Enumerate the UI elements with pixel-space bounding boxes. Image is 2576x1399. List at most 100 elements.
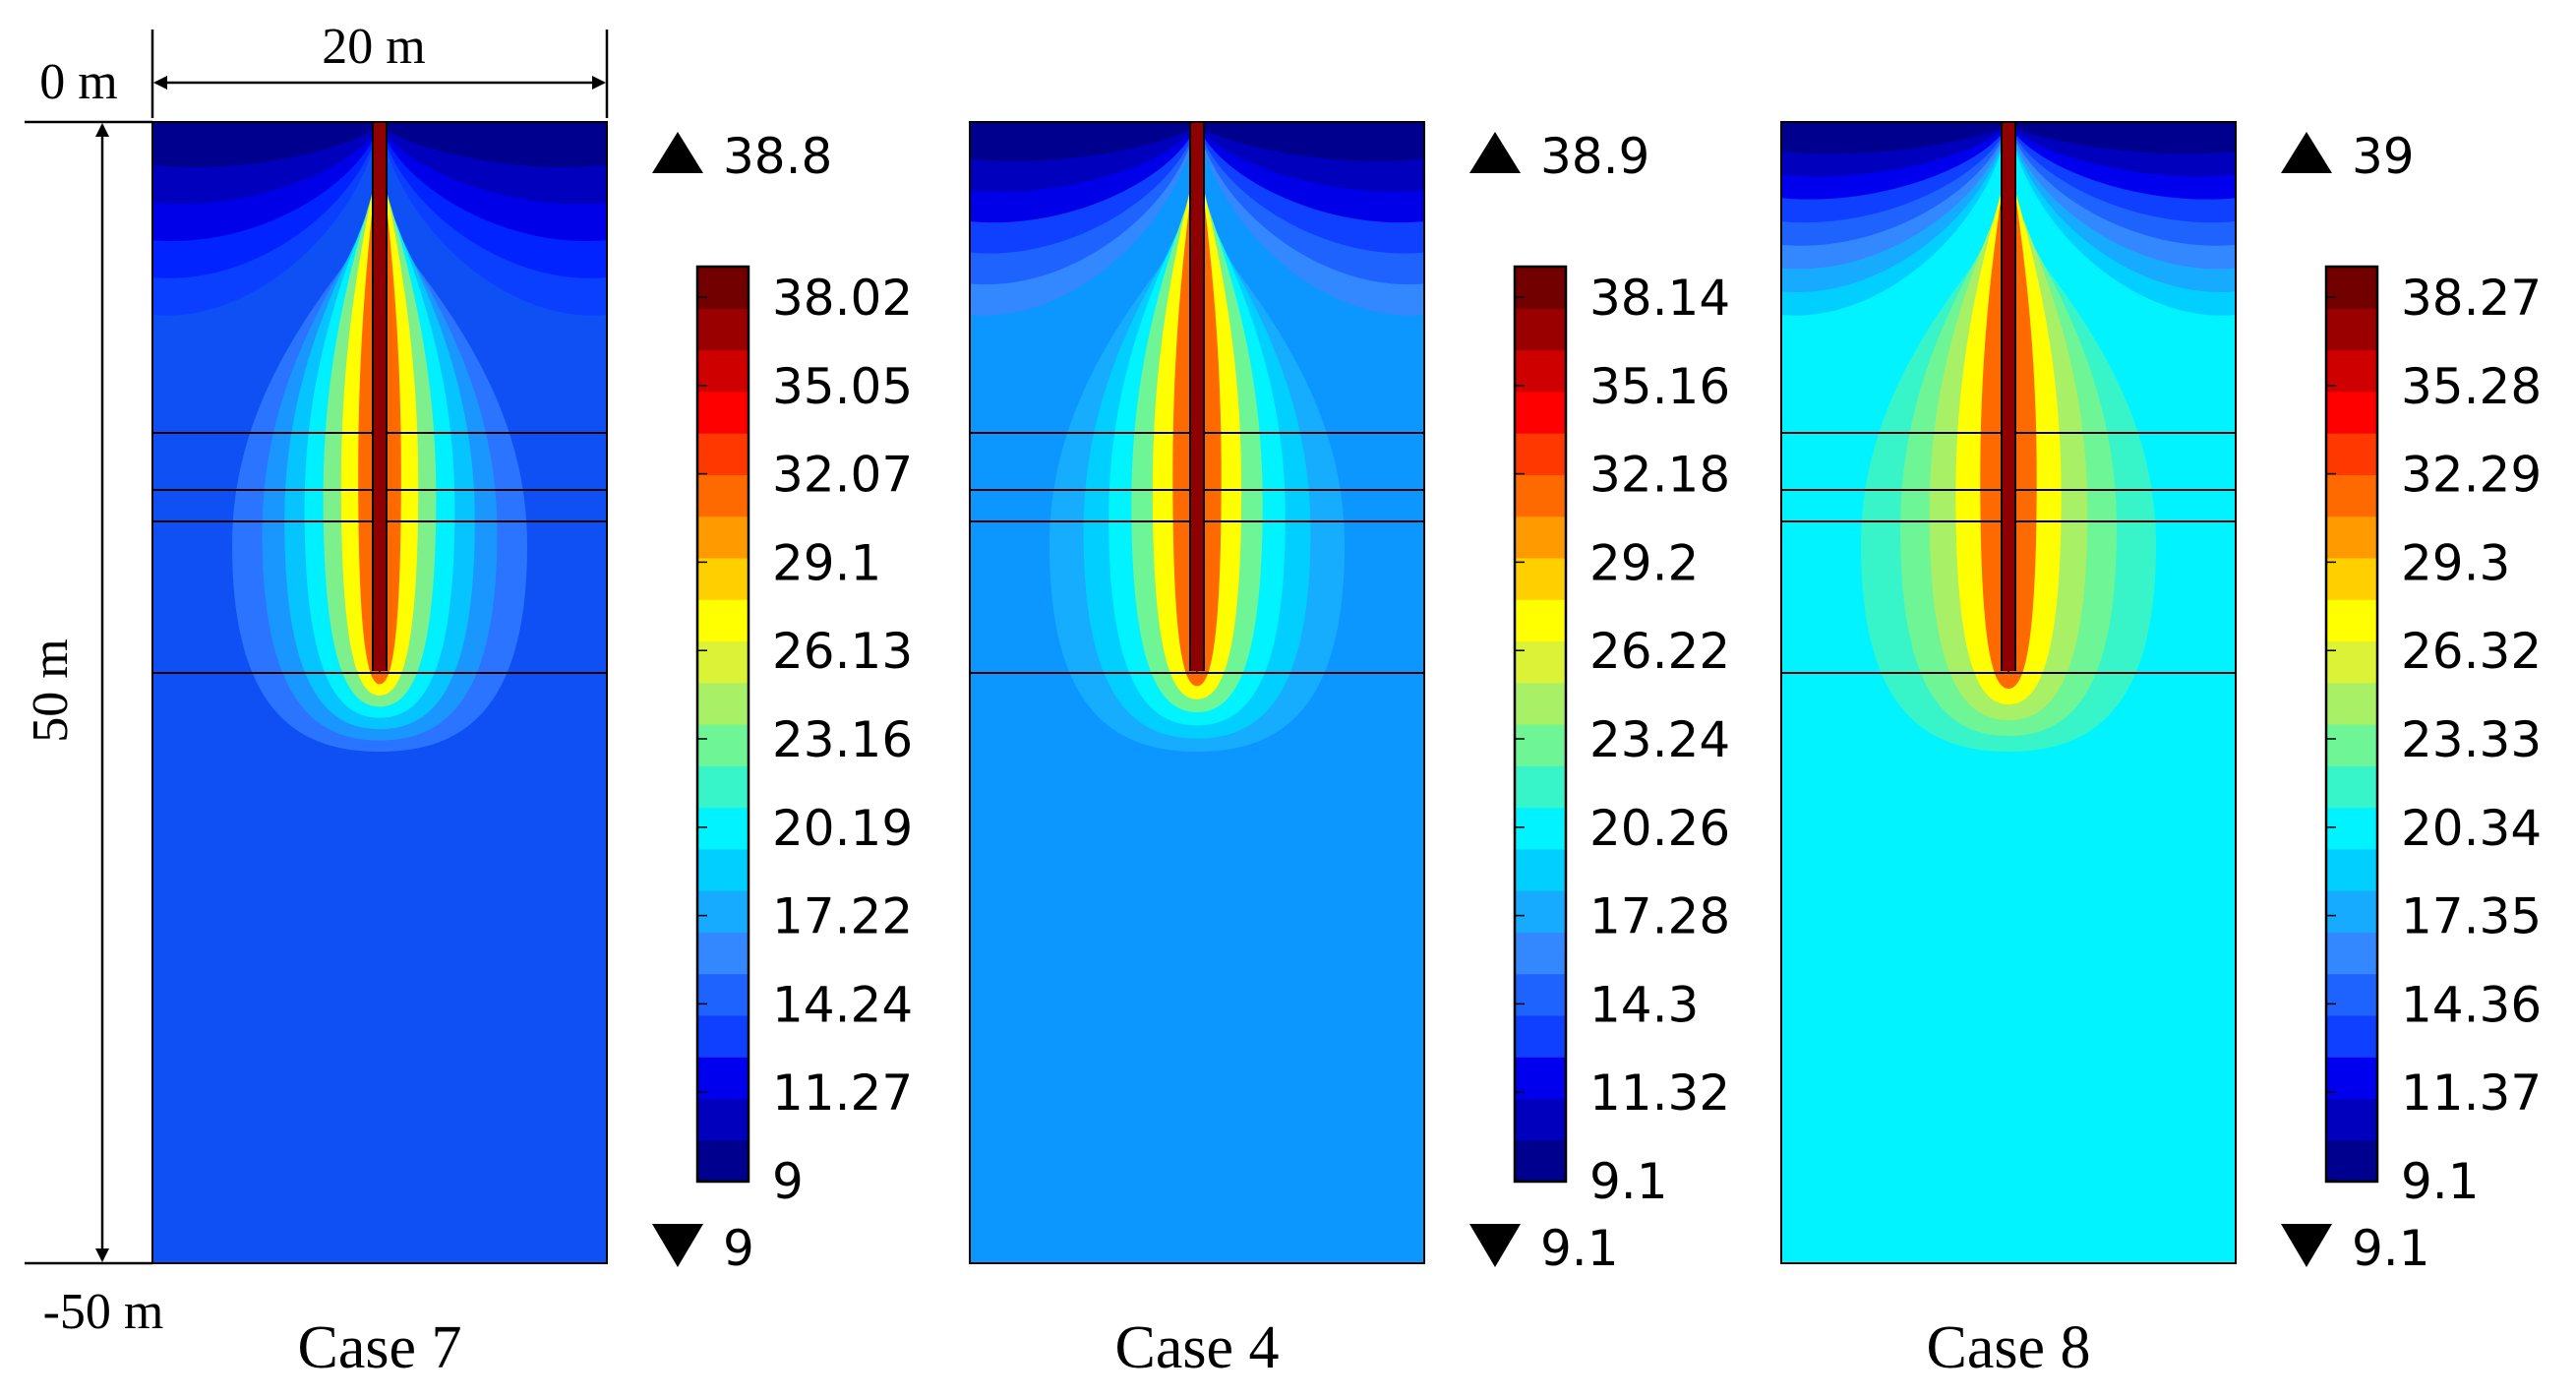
colorbar-tick-label: 11.32 (1589, 1064, 1730, 1122)
colorbar-segment (697, 807, 749, 850)
colorbar-tick-label: 32.29 (2401, 447, 2542, 504)
colorbar-tick-label: 23.16 (772, 711, 913, 768)
colorbar-tick-label: 9.1 (2401, 1153, 2480, 1210)
colorbar-tick-label: 20.34 (2401, 800, 2542, 857)
colorbar-segment (697, 308, 749, 351)
colorbar-segment (2326, 1139, 2377, 1183)
colorbar-segment (1515, 682, 1566, 725)
case-label: Case 4 (1114, 1314, 1279, 1381)
colorbar-segment (697, 724, 749, 766)
min-triangle-icon (652, 1224, 703, 1267)
colorbar-segment (1515, 516, 1566, 559)
colorbar-tick-label: 23.24 (1589, 711, 1730, 768)
min-value: 9.1 (2352, 1220, 2430, 1277)
colorbar-segment (1515, 765, 1566, 809)
colorbar-ticks: 38.02 35.05 32.07 29.1 26.13 23.16 20.19 17.22 1… (697, 270, 913, 1210)
colorbar-border (695, 265, 750, 1184)
pile-core (1190, 122, 1204, 671)
colorbar-segment (1515, 557, 1566, 600)
colorbar-tick-label: 9 (772, 1153, 804, 1210)
colorbar-segment (697, 474, 749, 517)
max-triangle-icon (2281, 132, 2332, 173)
pile-core (373, 122, 387, 671)
min-indicator: 9.1 (1469, 1220, 1619, 1277)
min-indicator: 9.1 (2281, 1220, 2430, 1277)
colorbar: 38.02 35.05 32.07 29.1 26.13 23.16 20.19 17.22 1… (695, 265, 913, 1210)
max-indicator: 38.8 (652, 128, 832, 185)
surface-contour-band (152, 122, 607, 167)
panel-case-7: Case 7 38.8 9 38.02 35.05 32.07 29.1 26.13 23… (151, 121, 913, 1381)
colorbar-segment (697, 682, 749, 725)
colorbar-segment (1515, 308, 1566, 351)
max-triangle-icon (1469, 132, 1521, 173)
dimension-annotations: 20 m 0 m -50 m 50 m (23, 19, 609, 1340)
colorbar-segment (1515, 932, 1566, 975)
heat-exchanger-pile (372, 122, 388, 671)
colorbar-segment (1515, 848, 1566, 891)
min-indicator: 9 (652, 1220, 754, 1277)
top-depth-label: 0 m (39, 54, 117, 110)
colorbar-segment (1515, 1139, 1566, 1183)
colorbar-segment (697, 765, 749, 809)
case-label: Case 8 (1926, 1314, 2090, 1381)
min-triangle-icon (2281, 1224, 2332, 1267)
colorbar-segment (697, 1014, 749, 1058)
heat-exchanger-pile (1189, 122, 1205, 671)
colorbar-border (1513, 265, 1568, 1184)
colorbar-segment (2326, 516, 2377, 559)
case-label: Case 7 (297, 1314, 461, 1381)
colorbar-tick-label: 32.07 (772, 447, 913, 504)
colorbar-segment (697, 557, 749, 600)
colorbar-segment (697, 267, 749, 309)
width-label: 20 m (322, 19, 425, 75)
colorbar-segment (2326, 1014, 2377, 1058)
colorbar-segment (1515, 474, 1566, 517)
colorbar-segment (697, 599, 749, 642)
colorbar-segment (1515, 1014, 1566, 1058)
colorbar-tick-label: 23.33 (2401, 711, 2542, 768)
colorbar-ticks: 38.14 35.16 32.18 29.2 26.22 23.24 20.26 17.28 1… (1515, 270, 1730, 1210)
colorbar-tick-label: 29.3 (2401, 534, 2510, 591)
colorbar-tick-label: 35.05 (772, 358, 913, 415)
colorbar-segment (2326, 267, 2377, 309)
colorbar-tick-label: 26.22 (1589, 623, 1730, 680)
colorbar-segment (2326, 973, 2377, 1016)
colorbar-segment (697, 433, 749, 475)
colorbar-tick-label: 26.32 (2401, 623, 2542, 680)
colorbar-segment (2326, 557, 2377, 600)
colorbar-segment (1515, 391, 1566, 434)
colorbar-segment (697, 932, 749, 975)
colorbar-tick-label: 14.3 (1589, 976, 1699, 1033)
max-indicator: 39 (2281, 128, 2415, 185)
domain-border (1780, 121, 2237, 1264)
colorbar-tick-label: 38.02 (772, 270, 913, 327)
colorbar-segment (2326, 890, 2377, 933)
colorbar-segment (2326, 807, 2377, 850)
colorbar: 38.14 35.16 32.18 29.2 26.22 23.24 20.26 17.28 1… (1513, 265, 1730, 1210)
colorbar-segment (2326, 682, 2377, 725)
colorbar-tick-label: 17.35 (2401, 888, 2542, 945)
colorbar-segment (697, 1098, 749, 1141)
min-value: 9.1 (1540, 1220, 1619, 1277)
surface-contour-band (970, 122, 1424, 161)
depth-label: 50 m (23, 639, 79, 742)
colorbar-tick-label: 17.28 (1589, 888, 1730, 945)
colorbar-segments (1515, 267, 1566, 1183)
colorbar-segment (2326, 932, 2377, 975)
colorbar-tick-label: 9.1 (1589, 1153, 1668, 1210)
colorbar-segment (1515, 599, 1566, 642)
heat-exchanger-pile (2001, 122, 2016, 671)
colorbar-segment (2326, 724, 2377, 766)
colorbar-segment (697, 516, 749, 559)
colorbar-tick-label: 11.27 (772, 1064, 913, 1122)
colorbar-segment (1515, 807, 1566, 850)
colorbar-segment (697, 848, 749, 891)
colorbar-tick-label: 38.14 (1589, 270, 1730, 327)
panel-case-8: Case 8 39 9.1 38.27 35.28 32.29 29.3 26.32 23… (1780, 121, 2542, 1381)
colorbar-segments (697, 267, 749, 1183)
surface-contour-band (1781, 122, 2236, 154)
colorbar-tick-label: 35.28 (2401, 358, 2542, 415)
colorbar-segments (2326, 267, 2377, 1183)
pile-core (2002, 122, 2015, 671)
